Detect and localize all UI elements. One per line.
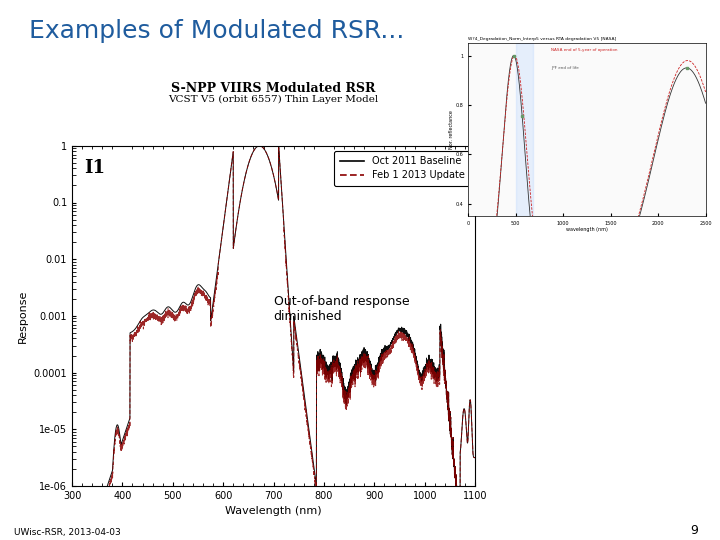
Text: W?4_Degradation_Norm_Interp5 versus RTA degradation V5 [NASA]: W?4_Degradation_Norm_Interp5 versus RTA …	[468, 37, 616, 40]
X-axis label: wavelength (nm): wavelength (nm)	[566, 227, 608, 232]
Text: I1: I1	[84, 159, 105, 178]
Text: NASA end of 5-year of operation: NASA end of 5-year of operation	[552, 49, 618, 52]
X-axis label: Wavelength (nm): Wavelength (nm)	[225, 507, 322, 516]
Text: Examples of Modulated RSR...: Examples of Modulated RSR...	[29, 19, 404, 43]
Text: VCST V5 (orbit 6557) Thin Layer Model: VCST V5 (orbit 6557) Thin Layer Model	[168, 94, 379, 104]
Text: S-NPP VIIRS Modulated RSR: S-NPP VIIRS Modulated RSR	[171, 82, 376, 94]
Legend: Oct 2011 Baseline, Feb 1 2013 Update: Oct 2011 Baseline, Feb 1 2013 Update	[333, 151, 470, 186]
Y-axis label: Nor. reflectance: Nor. reflectance	[449, 110, 454, 149]
Text: UWisc-RSR, 2013-04-03: UWisc-RSR, 2013-04-03	[14, 528, 121, 537]
Text: 9: 9	[690, 524, 698, 537]
Text: Out-of-band response
diminished: Out-of-band response diminished	[274, 295, 409, 323]
Y-axis label: Response: Response	[18, 289, 28, 342]
Text: JPF end of life: JPF end of life	[552, 66, 579, 70]
Bar	[516, 43, 533, 216]
